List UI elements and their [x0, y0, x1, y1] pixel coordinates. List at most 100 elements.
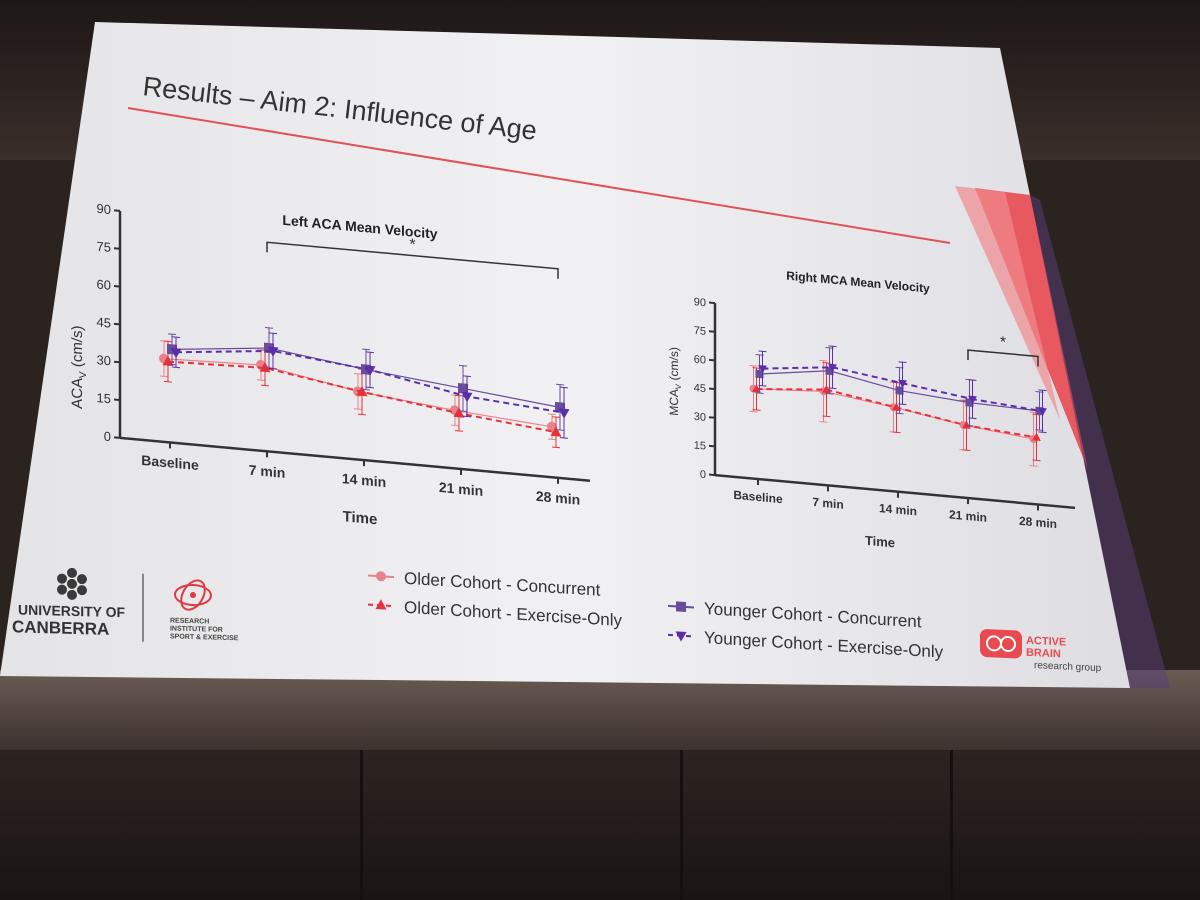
- error-bar-cap: [1032, 459, 1041, 462]
- error-bar-cap: [560, 437, 568, 439]
- active-brain-logo: ACTIVE BRAIN research group: [980, 629, 1102, 674]
- error-bar-cap: [968, 379, 977, 381]
- institute-name-line3: SPORT & EXERCISE: [170, 633, 239, 642]
- data-point: [1038, 407, 1047, 417]
- data-point: [453, 407, 465, 418]
- y-tick-mark: [114, 436, 120, 439]
- error-bar-cap: [749, 410, 758, 413]
- data-point: [892, 402, 901, 412]
- data-point: [752, 384, 761, 393]
- university-logo: UNIVERSITY OF CANBERRA RESEARCH INSTITUT…: [12, 567, 239, 642]
- y-tick-mark: [114, 322, 120, 326]
- error-bar-cap: [828, 345, 837, 348]
- legend-marker: [675, 631, 687, 642]
- error-bar-cap: [269, 367, 277, 370]
- error-bar-cap: [261, 384, 269, 387]
- institute-name-line1: RESEARCH: [170, 617, 209, 625]
- error-bar-cap: [552, 446, 560, 449]
- x-axis-line: [120, 436, 590, 482]
- y-axis-label: ACAV (cm/s): [69, 325, 89, 410]
- error-bar-cap: [819, 421, 828, 423]
- snowflake-icon: [57, 567, 87, 600]
- y-tick-label: 60: [694, 353, 706, 366]
- group-name-line2: BRAIN: [1026, 647, 1061, 661]
- y-tick-mark: [114, 247, 120, 250]
- error-bar-cap: [455, 394, 463, 397]
- title-underline: [127, 107, 951, 244]
- data-point: [558, 408, 570, 419]
- legend-marker: [375, 599, 387, 610]
- x-tick-label: 14 min: [879, 501, 917, 518]
- data-point: [356, 385, 368, 397]
- error-bar-cap: [168, 333, 176, 336]
- data-point: [550, 426, 562, 437]
- significance-marker: *: [1000, 333, 1006, 352]
- error-bar-cap: [749, 364, 758, 367]
- data-point: [968, 395, 977, 404]
- error-bar-cap: [822, 415, 831, 418]
- data-point: [962, 420, 971, 429]
- error-bar-cap: [459, 364, 467, 367]
- y-tick-mark: [709, 330, 715, 333]
- floor-seam: [950, 750, 953, 900]
- error-bar-cap: [257, 379, 265, 381]
- error-bar-cap: [1038, 389, 1047, 392]
- error-bar-cap: [968, 417, 977, 420]
- y-tick-label: 60: [97, 276, 111, 292]
- data-point: [267, 346, 279, 357]
- y-tick-mark: [114, 285, 120, 288]
- group-name-line3: research group: [1034, 660, 1102, 674]
- x-tick-label: 28 min: [1019, 514, 1057, 531]
- error-bar-cap: [548, 413, 556, 416]
- error-bar-cap: [164, 380, 172, 383]
- error-bar-cap: [172, 366, 180, 369]
- error-bar-cap: [556, 383, 564, 386]
- y-tick-label: 75: [97, 239, 111, 255]
- error-bar-cap: [354, 372, 362, 375]
- error-bar-cap: [354, 408, 362, 411]
- y-tick-mark: [114, 209, 120, 212]
- error-bar-cap: [548, 438, 556, 441]
- error-bar-cap: [451, 424, 459, 427]
- decorative-red-shape: [955, 186, 1060, 420]
- y-tick-mark: [709, 473, 715, 477]
- error-bar-cap: [819, 359, 828, 362]
- error-bar-cap: [755, 392, 764, 394]
- y-tick-label: 90: [694, 296, 706, 309]
- legend-marker: [676, 601, 686, 612]
- y-tick-mark: [709, 301, 715, 305]
- floor: [0, 740, 1200, 900]
- error-bar-cap: [898, 361, 907, 364]
- error-bar-cap: [895, 412, 904, 415]
- y-tick-label: 30: [97, 352, 111, 368]
- y-tick-mark: [709, 387, 715, 391]
- y-tick-label: 15: [97, 390, 111, 406]
- university-name-line2: CANBERRA: [12, 617, 109, 639]
- x-axis-line: [715, 473, 1075, 510]
- data-point: [461, 391, 473, 403]
- data-point: [758, 364, 767, 374]
- x-tick-label: 21 min: [949, 507, 987, 524]
- error-bar-cap: [758, 350, 767, 353]
- significance-bracket: [266, 241, 559, 279]
- legend-marker: [376, 571, 386, 582]
- x-tick-label: 7 min: [249, 462, 286, 481]
- y-tick-label: 0: [700, 469, 706, 482]
- y-tick-mark: [709, 358, 715, 362]
- error-bar-cap: [366, 351, 374, 354]
- y-tick-label: 45: [97, 314, 111, 330]
- error-bar-cap: [962, 449, 971, 452]
- error-bar-cap: [560, 386, 568, 389]
- data-point: [458, 382, 468, 394]
- y-tick-label: 30: [694, 411, 706, 424]
- error-bar-cap: [556, 429, 564, 431]
- data-point: [898, 379, 907, 389]
- error-bar-cap: [892, 431, 901, 434]
- error-bar-cap: [160, 375, 168, 378]
- error-bar-cap: [455, 430, 463, 432]
- y-tick-label: 0: [104, 428, 111, 444]
- error-bar-cap: [463, 415, 471, 418]
- y-tick-label: 75: [694, 325, 706, 338]
- group-name-line1: ACTIVE: [1026, 635, 1066, 649]
- error-bar-cap: [463, 375, 471, 378]
